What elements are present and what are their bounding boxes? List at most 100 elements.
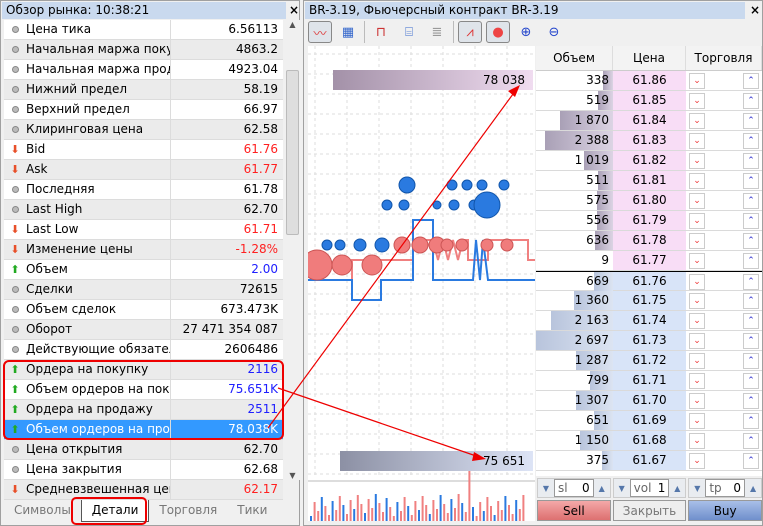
sell-limit-icon[interactable]: ⌄	[689, 133, 705, 149]
detail-row[interactable]: ⬆ Объем ордеров на поку... 75.651K	[4, 380, 283, 400]
tab-2[interactable]: Торговля	[159, 503, 218, 517]
sell-button[interactable]: Sell	[537, 500, 611, 521]
close-icon[interactable]: ×	[289, 3, 300, 17]
magnet-icon[interactable]: ⊓	[375, 24, 387, 40]
scroll-down-icon[interactable]: ▼	[289, 471, 296, 480]
buy-limit-icon[interactable]: ⌃	[743, 233, 759, 249]
detail-row[interactable]: Нижний предел 58.19	[4, 80, 283, 100]
sell-limit-icon[interactable]: ⌄	[689, 73, 705, 89]
detail-row[interactable]: Оборот 27 471 354 087	[4, 320, 283, 340]
sell-limit-icon[interactable]: ⌄	[689, 173, 705, 189]
detail-row[interactable]: Начальная маржа прод... 4923.04	[4, 60, 283, 80]
buy-limit-icon[interactable]: ⌃	[743, 293, 759, 309]
sell-limit-icon[interactable]: ⌄	[689, 113, 705, 129]
tick-chart[interactable]: 78 038 75 651	[301, 46, 535, 521]
decrement-icon[interactable]: ▼	[542, 483, 550, 493]
chart-mode-icon[interactable]: 〰	[308, 21, 332, 43]
detail-row[interactable]: ⬆ Ордера на покупку 2116	[4, 360, 283, 380]
cylinder-icon[interactable]: ⌸	[405, 24, 413, 40]
tab-1[interactable]: Детали	[80, 500, 150, 522]
sell-limit-icon[interactable]: ⌄	[689, 433, 705, 449]
buy-limit-icon[interactable]: ⌃	[743, 433, 759, 449]
detail-row[interactable]: Сделки 72615	[4, 280, 283, 300]
close-icon[interactable]: ×	[750, 3, 761, 17]
buy-limit-icon[interactable]: ⌃	[743, 133, 759, 149]
sell-limit-icon[interactable]: ⌄	[689, 293, 705, 309]
sell-limit-icon[interactable]: ⌄	[689, 373, 705, 389]
buy-button[interactable]: Buy	[688, 500, 763, 521]
sell-limit-icon[interactable]: ⌄	[689, 153, 705, 169]
scroll-thumb[interactable]	[286, 70, 299, 235]
close-position-button[interactable]: Закрыть	[612, 500, 687, 521]
detail-row[interactable]: Цена тика 6.56113	[4, 20, 283, 40]
detail-row[interactable]: ⬇ Средневзвешенная цена 62.17	[4, 480, 283, 500]
buy-limit-icon[interactable]: ⌃	[743, 373, 759, 389]
buy-limit-icon[interactable]: ⌃	[743, 274, 759, 290]
tab-3[interactable]: Тики	[237, 503, 268, 517]
detail-row[interactable]: ⬇ Last Low 61.71	[4, 220, 283, 240]
buy-limit-icon[interactable]: ⌃	[743, 153, 759, 169]
buy-limit-icon[interactable]: ⌃	[743, 453, 759, 469]
detail-row[interactable]: ⬇ Bid 61.76	[4, 140, 283, 160]
detail-row[interactable]: Цена открытия 62.70	[4, 440, 283, 460]
detail-row[interactable]: ⬆ Объем 2.00	[4, 260, 283, 280]
detail-row[interactable]: Last High 62.70	[4, 200, 283, 220]
sl-stepper[interactable]: ▼ sl 0 ▲	[537, 478, 611, 498]
zoom-in-icon[interactable]: ⊕	[520, 24, 532, 40]
buy-limit-icon[interactable]: ⌃	[743, 113, 759, 129]
tp-input[interactable]: 0	[733, 481, 742, 495]
buy-limit-icon[interactable]: ⌃	[743, 73, 759, 89]
tp-stepper[interactable]: ▼ tp 0 ▲	[688, 478, 763, 498]
vol-stepper[interactable]: ▼ vol 1 ▲	[612, 478, 687, 498]
list-icon[interactable]: ≣	[431, 24, 443, 40]
sell-limit-icon[interactable]: ⌄	[689, 333, 705, 349]
volume-histogram-bar	[504, 496, 507, 521]
scroll-up-icon[interactable]: ▲	[289, 20, 296, 29]
detail-row[interactable]: Объем сделок 673.473K	[4, 300, 283, 320]
detail-row[interactable]: ⬇ Ask 61.77	[4, 160, 283, 180]
buy-limit-icon[interactable]: ⌃	[743, 353, 759, 369]
buy-limit-icon[interactable]: ⌃	[743, 93, 759, 109]
buy-limit-icon[interactable]: ⌃	[743, 313, 759, 329]
sl-input[interactable]: 0	[582, 481, 590, 495]
buy-limit-icon[interactable]: ⌃	[743, 333, 759, 349]
buy-limit-icon[interactable]: ⌃	[743, 193, 759, 209]
sell-limit-icon[interactable]: ⌄	[689, 253, 705, 269]
detail-row[interactable]: Клиринговая цена 62.58	[4, 120, 283, 140]
detail-row[interactable]: Верхний предел 66.97	[4, 100, 283, 120]
detail-row[interactable]: Цена закрытия 62.68	[4, 460, 283, 480]
detail-row[interactable]: Начальная маржа поку... 4863.2	[4, 40, 283, 60]
decrement-icon[interactable]: ▼	[694, 483, 701, 493]
ticks-line-icon[interactable]: ⩘	[458, 21, 482, 43]
buy-limit-icon[interactable]: ⌃	[743, 213, 759, 229]
increment-icon[interactable]: ▲	[749, 483, 757, 493]
buy-limit-icon[interactable]: ⌃	[743, 253, 759, 269]
sell-limit-icon[interactable]: ⌄	[689, 413, 705, 429]
buy-limit-icon[interactable]: ⌃	[743, 173, 759, 189]
sell-limit-icon[interactable]: ⌄	[689, 233, 705, 249]
buy-limit-icon[interactable]: ⌃	[743, 413, 759, 429]
detail-row[interactable]: Последняя 61.78	[4, 180, 283, 200]
time-table-icon[interactable]: ▦	[341, 24, 355, 40]
decrement-icon[interactable]: ▼	[618, 483, 625, 493]
increment-icon[interactable]: ▲	[674, 483, 681, 493]
sell-limit-icon[interactable]: ⌄	[689, 353, 705, 369]
tab-0[interactable]: Символы	[14, 503, 71, 517]
vol-input[interactable]: 1	[657, 481, 666, 495]
detail-row[interactable]: ⬆ Ордера на продажу 2511	[4, 400, 283, 420]
sell-limit-icon[interactable]: ⌄	[689, 274, 705, 290]
zoom-out-icon[interactable]: ⊖	[548, 24, 560, 40]
sell-limit-icon[interactable]: ⌄	[689, 393, 705, 409]
sell-limit-icon[interactable]: ⌄	[689, 213, 705, 229]
sell-limit-icon[interactable]: ⌄	[689, 193, 705, 209]
bubbles-icon[interactable]: ●	[486, 21, 510, 43]
detail-row[interactable]: ⬆ Объем ордеров на про... 78.038K	[4, 420, 283, 440]
increment-icon[interactable]: ▲	[598, 483, 605, 493]
sell-limit-icon[interactable]: ⌄	[689, 453, 705, 469]
detail-row[interactable]: ⬇ Изменение цены -1.28%	[4, 240, 283, 260]
sell-limit-icon[interactable]: ⌄	[689, 313, 705, 329]
detail-row[interactable]: Действующие обязател... 2606486	[4, 340, 283, 360]
scrollbar[interactable]: ▲ ▼	[285, 20, 300, 480]
sell-limit-icon[interactable]: ⌄	[689, 93, 705, 109]
buy-limit-icon[interactable]: ⌃	[743, 393, 759, 409]
